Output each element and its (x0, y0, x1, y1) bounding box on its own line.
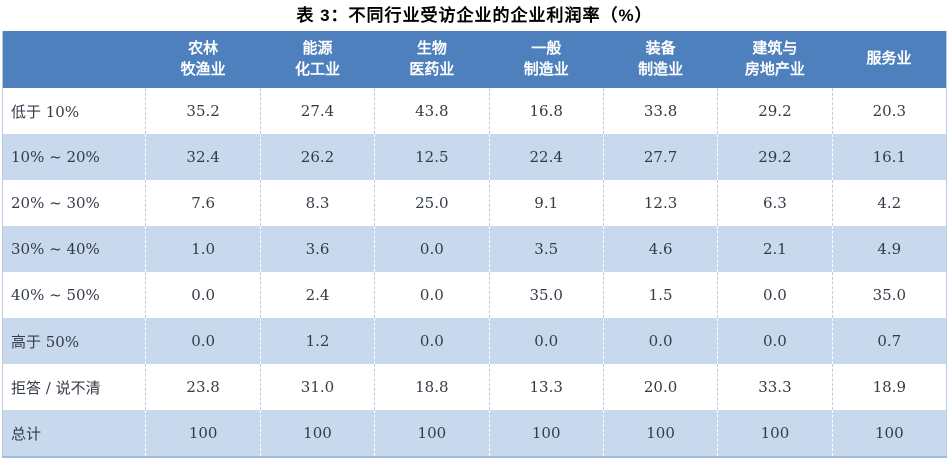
profit-rate-table: 农林 牧渔业 能源 化工业 生物 医药业 一般 制造业 装备 制造业 建筑与 房… (2, 31, 947, 458)
cell: 0.0 (145, 272, 261, 318)
cell: 2.1 (717, 226, 833, 272)
cell: 29.2 (717, 88, 833, 134)
cell: 18.9 (872, 378, 906, 396)
cell: 35.0 (489, 272, 604, 318)
cell: 0.0 (603, 318, 719, 364)
table-row-20-30: 20% ~ 30% 7.6 8.3 25.0 9.1 12.3 6.3 4.2 (2, 180, 947, 226)
cell: 16.1 (832, 134, 947, 180)
cell: 23.8 (145, 364, 261, 410)
cell: 18.8 (374, 364, 490, 410)
cell: 100 (260, 410, 376, 457)
cell: 0.0 (717, 272, 833, 318)
corner-cell (2, 31, 146, 88)
cell: 1.0 (145, 226, 261, 272)
row-label: 40% ~ 50% (2, 272, 147, 318)
cell: 100 (374, 410, 490, 457)
cell: 22.4 (489, 134, 604, 180)
cell: 9.1 (489, 180, 604, 226)
column-header-construction-realestate: 建筑与 房地产业 (717, 31, 833, 88)
column-header-agriculture: 农林 牧渔业 (145, 31, 261, 88)
cell: 0.0 (145, 318, 261, 364)
table-row-below-10: 低于 10% 35.2 27.4 43.8 16.8 33.8 29.2 20.… (2, 88, 947, 134)
table-row-total: 总计 100 100 100 100 100 100 100 (2, 410, 947, 457)
cell: 27.4 (260, 88, 376, 134)
cell: 20.0 (603, 364, 719, 410)
cell: 6.3 (717, 180, 833, 226)
cell: 0.0 (374, 272, 490, 318)
cell: 26.2 (260, 134, 376, 180)
row-label: 低于 10% (2, 88, 147, 134)
row-label: 10% ~ 20% (2, 134, 147, 180)
column-header-general-manufacturing: 一般 制造业 (489, 31, 604, 88)
table-row-refused: 拒答 / 说不清 23.8 31.0 18.8 13.3 20.0 33.3 1… (2, 364, 947, 410)
cell: 0.0 (489, 318, 604, 364)
cell: 7.6 (145, 180, 261, 226)
cell: 25.0 (374, 180, 490, 226)
cell: 8.3 (260, 180, 376, 226)
cell: 100 (717, 410, 833, 457)
cell: 3.5 (489, 226, 604, 272)
cell: 2.4 (260, 272, 376, 318)
cell: 0.0 (374, 318, 490, 364)
cell: 0.0 (717, 318, 833, 364)
cell: 0.0 (374, 226, 490, 272)
column-header-energy-chemical: 能源 化工业 (260, 31, 375, 88)
column-header-equipment-manufacturing: 装备 制造业 (603, 31, 718, 88)
row-label: 拒答 / 说不清 (2, 364, 147, 410)
cell: 29.2 (717, 134, 833, 180)
cell: 13.3 (489, 364, 604, 410)
cell: 12.5 (374, 134, 490, 180)
cell: 4.6 (603, 226, 719, 272)
cell: 32.4 (145, 134, 261, 180)
column-header-biopharma: 生物 医药业 (374, 31, 490, 88)
table-title: 表 3：不同行业受访企业的企业利润率（%） (296, 6, 653, 25)
cell: 16.8 (489, 88, 604, 134)
cell: 4.9 (832, 226, 947, 272)
cell: 12.3 (603, 180, 719, 226)
row-label: 30% ~ 40% (2, 226, 147, 272)
cell: 100 (489, 410, 604, 457)
cell: 100 (145, 410, 261, 457)
cell: 100 (832, 410, 947, 457)
table-row-40-50: 40% ~ 50% 0.0 2.4 0.0 35.0 1.5 0.0 35.0 (2, 272, 947, 318)
cell: 4.2 (877, 194, 902, 212)
cell: 27.7 (603, 134, 719, 180)
cell: 3.6 (260, 226, 376, 272)
table-row-30-40: 30% ~ 40% 1.0 3.6 0.0 3.5 4.6 2.1 4.9 (2, 226, 947, 272)
cell: 35.2 (145, 88, 261, 134)
column-header-services: 服务业 (832, 31, 947, 88)
row-label: 高于 50% (2, 318, 147, 364)
cell: 20.3 (872, 102, 906, 120)
header-row: 农林 牧渔业 能源 化工业 生物 医药业 一般 制造业 装备 制造业 建筑与 房… (2, 31, 947, 88)
cell: 31.0 (260, 364, 376, 410)
cell: 1.5 (603, 272, 719, 318)
cell: 33.3 (717, 364, 833, 410)
cell: 43.8 (374, 88, 490, 134)
cell: 1.2 (260, 318, 376, 364)
cell: 35.0 (872, 286, 906, 304)
row-label: 20% ~ 30% (2, 180, 147, 226)
table-row-10-20: 10% ~ 20% 32.4 26.2 12.5 22.4 27.7 29.2 … (2, 134, 947, 180)
table-row-above-50: 高于 50% 0.0 1.2 0.0 0.0 0.0 0.0 0.7 (2, 318, 947, 364)
cell: 100 (603, 410, 719, 457)
cell: 33.8 (603, 88, 719, 134)
row-label: 总计 (2, 410, 147, 457)
cell: 0.7 (832, 318, 947, 364)
